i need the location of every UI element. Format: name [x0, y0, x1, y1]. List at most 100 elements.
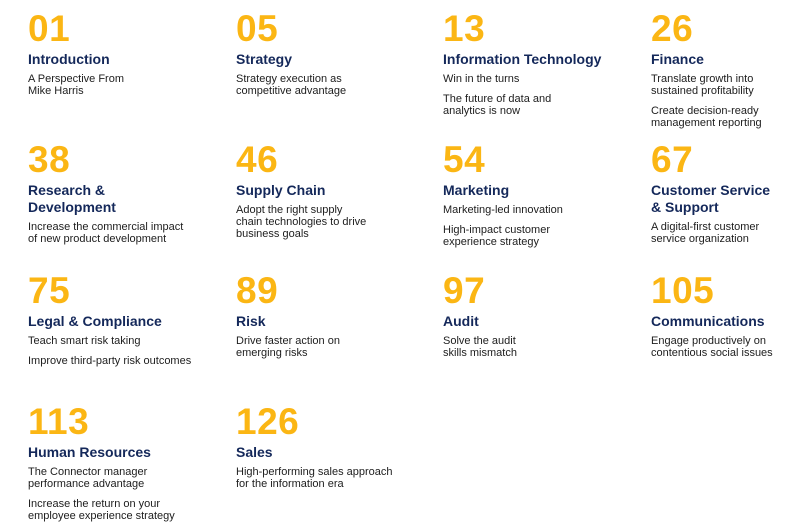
item-line: performance advantage — [28, 478, 145, 490]
toc-item: Win in the turns — [443, 73, 603, 85]
item-line: management reporting — [651, 117, 762, 129]
item-line: A Perspective From — [28, 73, 124, 85]
title-line: Marketing — [443, 182, 510, 198]
section-title: Introduction — [28, 51, 188, 68]
toc-item: High-performing sales approach for the in… — [236, 466, 396, 490]
item-line: Improve third-party risk outcomes — [28, 355, 192, 367]
toc-section: 67 Customer Service & Support A digital-fir… — [651, 139, 803, 245]
section-title: Customer Service & Support — [651, 182, 803, 216]
item-line: Teach smart risk taking — [28, 335, 141, 347]
item-line: Solve the audit — [443, 335, 516, 347]
section-title: Legal & Compliance — [28, 313, 188, 330]
section-title: Communications — [651, 313, 803, 330]
toc-item: Drive faster action on emerging risks — [236, 335, 396, 359]
section-title: Sales — [236, 444, 396, 461]
item-line: Marketing-led innovation — [443, 204, 563, 216]
title-line: Research & — [28, 182, 106, 198]
section-title: Audit — [443, 313, 603, 330]
toc-item: Improve third-party risk outcomes — [28, 355, 192, 367]
item-line: emerging risks — [236, 347, 308, 359]
item-line: Create decision-ready — [651, 105, 759, 117]
toc-section: 26 Finance Translate growth into sustained … — [651, 8, 803, 129]
page-number: 46 — [236, 139, 279, 180]
item-line: Increase the return on your — [28, 498, 161, 510]
page-number: 75 — [28, 270, 71, 311]
page-number: 105 — [651, 270, 715, 311]
item-line: Strategy execution as — [236, 73, 342, 85]
item-line: Drive faster action on — [236, 335, 340, 347]
item-line: sustained profitability — [651, 85, 754, 97]
section-title: Human Resources — [28, 444, 188, 461]
toc-item: The Connector manager performance advanta… — [28, 466, 188, 490]
title-line: Communications — [651, 313, 765, 329]
item-line: skills mismatch — [443, 347, 517, 359]
item-line: A digital-first customer — [651, 221, 760, 233]
page-number: 05 — [236, 8, 279, 49]
page-number: 54 — [443, 139, 486, 180]
title-line: Strategy — [236, 51, 293, 67]
item-line: competitive advantage — [236, 85, 347, 97]
item-line: High-impact customer — [443, 224, 550, 236]
title-line: Legal & Compliance — [28, 313, 162, 329]
item-line: analytics is now — [443, 105, 521, 117]
toc-item: Teach smart risk taking — [28, 335, 188, 347]
toc-item: A Perspective From Mike Harris — [28, 73, 188, 97]
item-line: Increase the commercial impact — [28, 221, 184, 233]
item-line: business goals — [236, 228, 309, 240]
section-title: Strategy — [236, 51, 396, 68]
item-line: chain technologies to drive — [236, 216, 367, 228]
title-line: Customer Service — [651, 182, 771, 198]
section-title: Marketing — [443, 182, 603, 199]
section-title: Risk — [236, 313, 396, 330]
page-number: 13 — [443, 8, 486, 49]
toc-section: 01 Introduction A Perspective From Mike Har… — [28, 10, 188, 97]
toc-section: 97 Audit Solve the audit skills mismatch — [443, 270, 603, 359]
item-line: Translate growth into — [651, 73, 754, 85]
title-line: Sales — [236, 444, 273, 460]
page-number: 113 — [28, 401, 90, 442]
toc-item: The future of data and analytics is now — [443, 93, 603, 117]
page-number: 67 — [651, 139, 694, 180]
toc-item: A digital-first customer service organiza… — [651, 221, 803, 245]
toc-section: 46 Supply Chain Adopt the right supply chai… — [236, 139, 396, 240]
toc-item: Create decision-ready management reportin… — [651, 105, 803, 129]
toc-section: 75 Legal & Compliance Teach smart risk tak… — [28, 270, 192, 367]
section-title: Supply Chain — [236, 182, 396, 199]
toc-section: 105 Communications Engage productively on c… — [651, 270, 803, 359]
title-line: Human Resources — [28, 444, 151, 460]
item-line: contentious social issues — [651, 347, 773, 359]
title-line: Information Technology — [443, 51, 602, 67]
item-line: Win in the turns — [443, 73, 520, 85]
title-line: Audit — [443, 313, 479, 329]
toc-item: Translate growth into sustained profitabi… — [651, 73, 803, 97]
toc-item: Solve the audit skills mismatch — [443, 335, 603, 359]
toc-section: 38 Research & Development Increase the comm… — [28, 139, 188, 245]
title-line: Development — [28, 199, 116, 215]
toc-item: Increase the return on your employee expe… — [28, 498, 188, 522]
item-line: Engage productively on — [651, 335, 766, 347]
toc-section: 113 Human Resources The Connector manager p… — [28, 401, 188, 522]
item-line: employee experience strategy — [28, 510, 175, 522]
item-line: High-performing sales approach — [236, 466, 393, 478]
page-number: 38 — [28, 139, 71, 180]
section-title: Information Technology — [443, 51, 603, 68]
item-line: Adopt the right supply — [236, 204, 343, 216]
toc-item: Engage productively on contentious social… — [651, 335, 803, 359]
toc-section: 126 Sales High-performing sales approach fo… — [236, 403, 396, 490]
item-line: of new product development — [28, 233, 167, 245]
title-line: Introduction — [28, 51, 110, 67]
toc-section: 05 Strategy Strategy execution as competiti… — [236, 8, 396, 97]
page-number: 97 — [443, 270, 486, 311]
toc-section: 89 Risk Drive faster action on emerging ris… — [236, 272, 396, 359]
item-line: The future of data and — [443, 93, 552, 105]
title-line: Supply Chain — [236, 182, 326, 198]
item-line: The Connector manager — [28, 466, 148, 478]
item-line: experience strategy — [443, 236, 539, 248]
page-number: 26 — [651, 8, 694, 49]
toc-section: 13 Information Technology Win in the turns… — [443, 8, 603, 117]
title-line: Risk — [236, 313, 266, 329]
toc-item: Marketing-led innovation — [443, 204, 603, 216]
toc-item: Adopt the right supply chain technologies… — [236, 204, 396, 240]
toc-item: Increase the commercial impact of new pro… — [28, 221, 188, 245]
